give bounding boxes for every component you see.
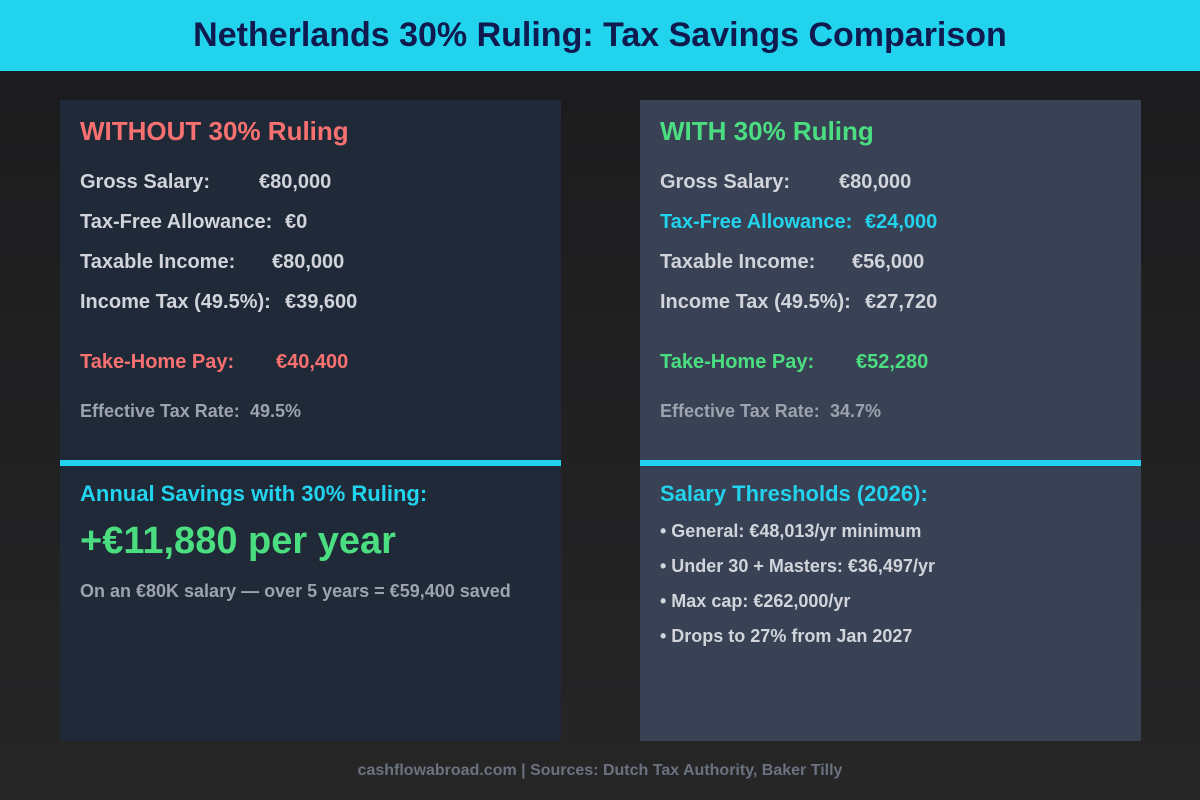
effective-rate-value: 49.5% (250, 401, 302, 421)
row-value: €27,720 (865, 291, 938, 313)
take-home-value: €40,400 (276, 351, 349, 373)
panel-heading: WITHOUT 30% Ruling (80, 116, 349, 146)
threshold-item: • Under 30 + Masters: €36,497/yr (660, 556, 935, 576)
divider (640, 460, 1141, 466)
panel-without-ruling: WITHOUT 30% Ruling Gross Salary: €80,000… (60, 100, 561, 741)
savings-note: On an €80K salary — over 5 years = €59,4… (80, 581, 511, 601)
row-label: Gross Salary: (660, 171, 791, 193)
footer-sources: cashflowabroad.com | Sources: Dutch Tax … (357, 762, 843, 779)
row-value: €80,000 (839, 171, 912, 193)
row-value: €80,000 (272, 251, 345, 273)
row-value: €56,000 (852, 251, 925, 273)
panel-heading: WITH 30% Ruling (660, 116, 874, 146)
savings-heading: Annual Savings with 30% Ruling: (80, 481, 428, 506)
row-label: Gross Salary: (80, 171, 211, 193)
threshold-item: • General: €48,013/yr minimum (660, 521, 922, 541)
effective-rate-label: Effective Tax Rate: (660, 401, 820, 421)
divider (60, 460, 561, 466)
thresholds-heading: Salary Thresholds (2026): (660, 481, 928, 506)
header-banner: Netherlands 30% Ruling: Tax Savings Comp… (0, 0, 1200, 71)
take-home-value: €52,280 (856, 351, 929, 373)
threshold-item-warning: • Drops to 27% from Jan 2027 (660, 626, 913, 646)
row-value: €80,000 (259, 171, 332, 193)
row-label: Income Tax (49.5%): (660, 291, 851, 313)
take-home-label: Take-Home Pay: (660, 351, 815, 373)
row-value: €39,600 (285, 291, 358, 313)
row-label: Tax-Free Allowance: (80, 211, 273, 233)
effective-rate-label: Effective Tax Rate: (80, 401, 240, 421)
row-label: Taxable Income: (660, 251, 816, 273)
row-label: Taxable Income: (80, 251, 236, 273)
savings-amount: +€11,880 per year (80, 520, 396, 562)
effective-rate-value: 34.7% (830, 401, 882, 421)
row-label: Income Tax (49.5%): (80, 291, 271, 313)
threshold-item: • Max cap: €262,000/yr (660, 591, 851, 611)
take-home-label: Take-Home Pay: (80, 351, 235, 373)
page-title: Netherlands 30% Ruling: Tax Savings Comp… (193, 16, 1007, 54)
row-label: Tax-Free Allowance: (660, 211, 853, 233)
row-value: €24,000 (865, 211, 938, 233)
row-value: €0 (285, 211, 308, 233)
panel-with-ruling: WITH 30% Ruling Gross Salary: €80,000 Ta… (640, 100, 1141, 741)
